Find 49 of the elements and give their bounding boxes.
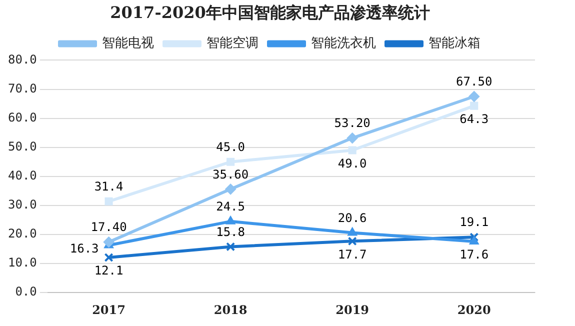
x-tick-label: 2017 [92, 302, 126, 317]
data-label: 17.6 [460, 248, 489, 262]
data-label: 64.3 [460, 112, 489, 126]
point [104, 197, 113, 206]
data-label: 16.3 [70, 241, 99, 256]
data-label: 24.5 [216, 200, 246, 214]
point [346, 132, 358, 144]
point [348, 227, 358, 236]
point [348, 146, 356, 154]
data-label: 17.40 [90, 220, 127, 234]
data-label: 45.0 [216, 140, 246, 154]
y-tick-label: 60.0 [8, 110, 37, 124]
point [226, 216, 236, 224]
chart-title: 2017-2020年中国智能家电产品渗透率统计 [110, 2, 430, 22]
point [103, 236, 114, 248]
point [348, 236, 357, 246]
x-tick-label: 2018 [214, 302, 248, 317]
y-tick-label: 70.0 [8, 81, 37, 96]
data-label: 20.6 [338, 210, 367, 225]
data-label: 31.4 [94, 180, 124, 194]
y-tick-label: 40.0 [8, 168, 37, 183]
data-label: 15.8 [216, 224, 246, 239]
legend-label: 智能洗衣机 [311, 36, 376, 52]
data-label: 17.7 [338, 247, 367, 262]
y-tick-label: 0.0 [15, 284, 37, 299]
data-label: 35.60 [212, 167, 249, 182]
point [104, 252, 114, 262]
point [468, 91, 480, 102]
legend-label: 智能电视 [102, 36, 154, 52]
data-label: 67.50 [456, 74, 492, 89]
point [225, 184, 236, 195]
point [226, 158, 235, 166]
data-label: 53.20 [334, 116, 370, 130]
point [469, 236, 479, 244]
data-label: 12.1 [94, 264, 124, 278]
y-tick-label: 30.0 [8, 198, 37, 212]
x-tick-label: 2020 [457, 302, 491, 317]
point [470, 232, 479, 242]
legend-label: 智能冰箱 [428, 36, 480, 52]
data-label: 49.0 [338, 156, 367, 170]
y-tick-label: 20.0 [8, 226, 37, 241]
y-tick-label: 10.0 [8, 256, 37, 270]
y-tick-label: 80.0 [8, 52, 37, 66]
point [470, 102, 478, 110]
legend-label: 智能空调 [206, 36, 258, 52]
data-label: 19.1 [460, 215, 489, 230]
y-tick-label: 50.0 [8, 139, 37, 154]
x-tick-label: 2019 [336, 302, 370, 317]
point [226, 242, 236, 252]
